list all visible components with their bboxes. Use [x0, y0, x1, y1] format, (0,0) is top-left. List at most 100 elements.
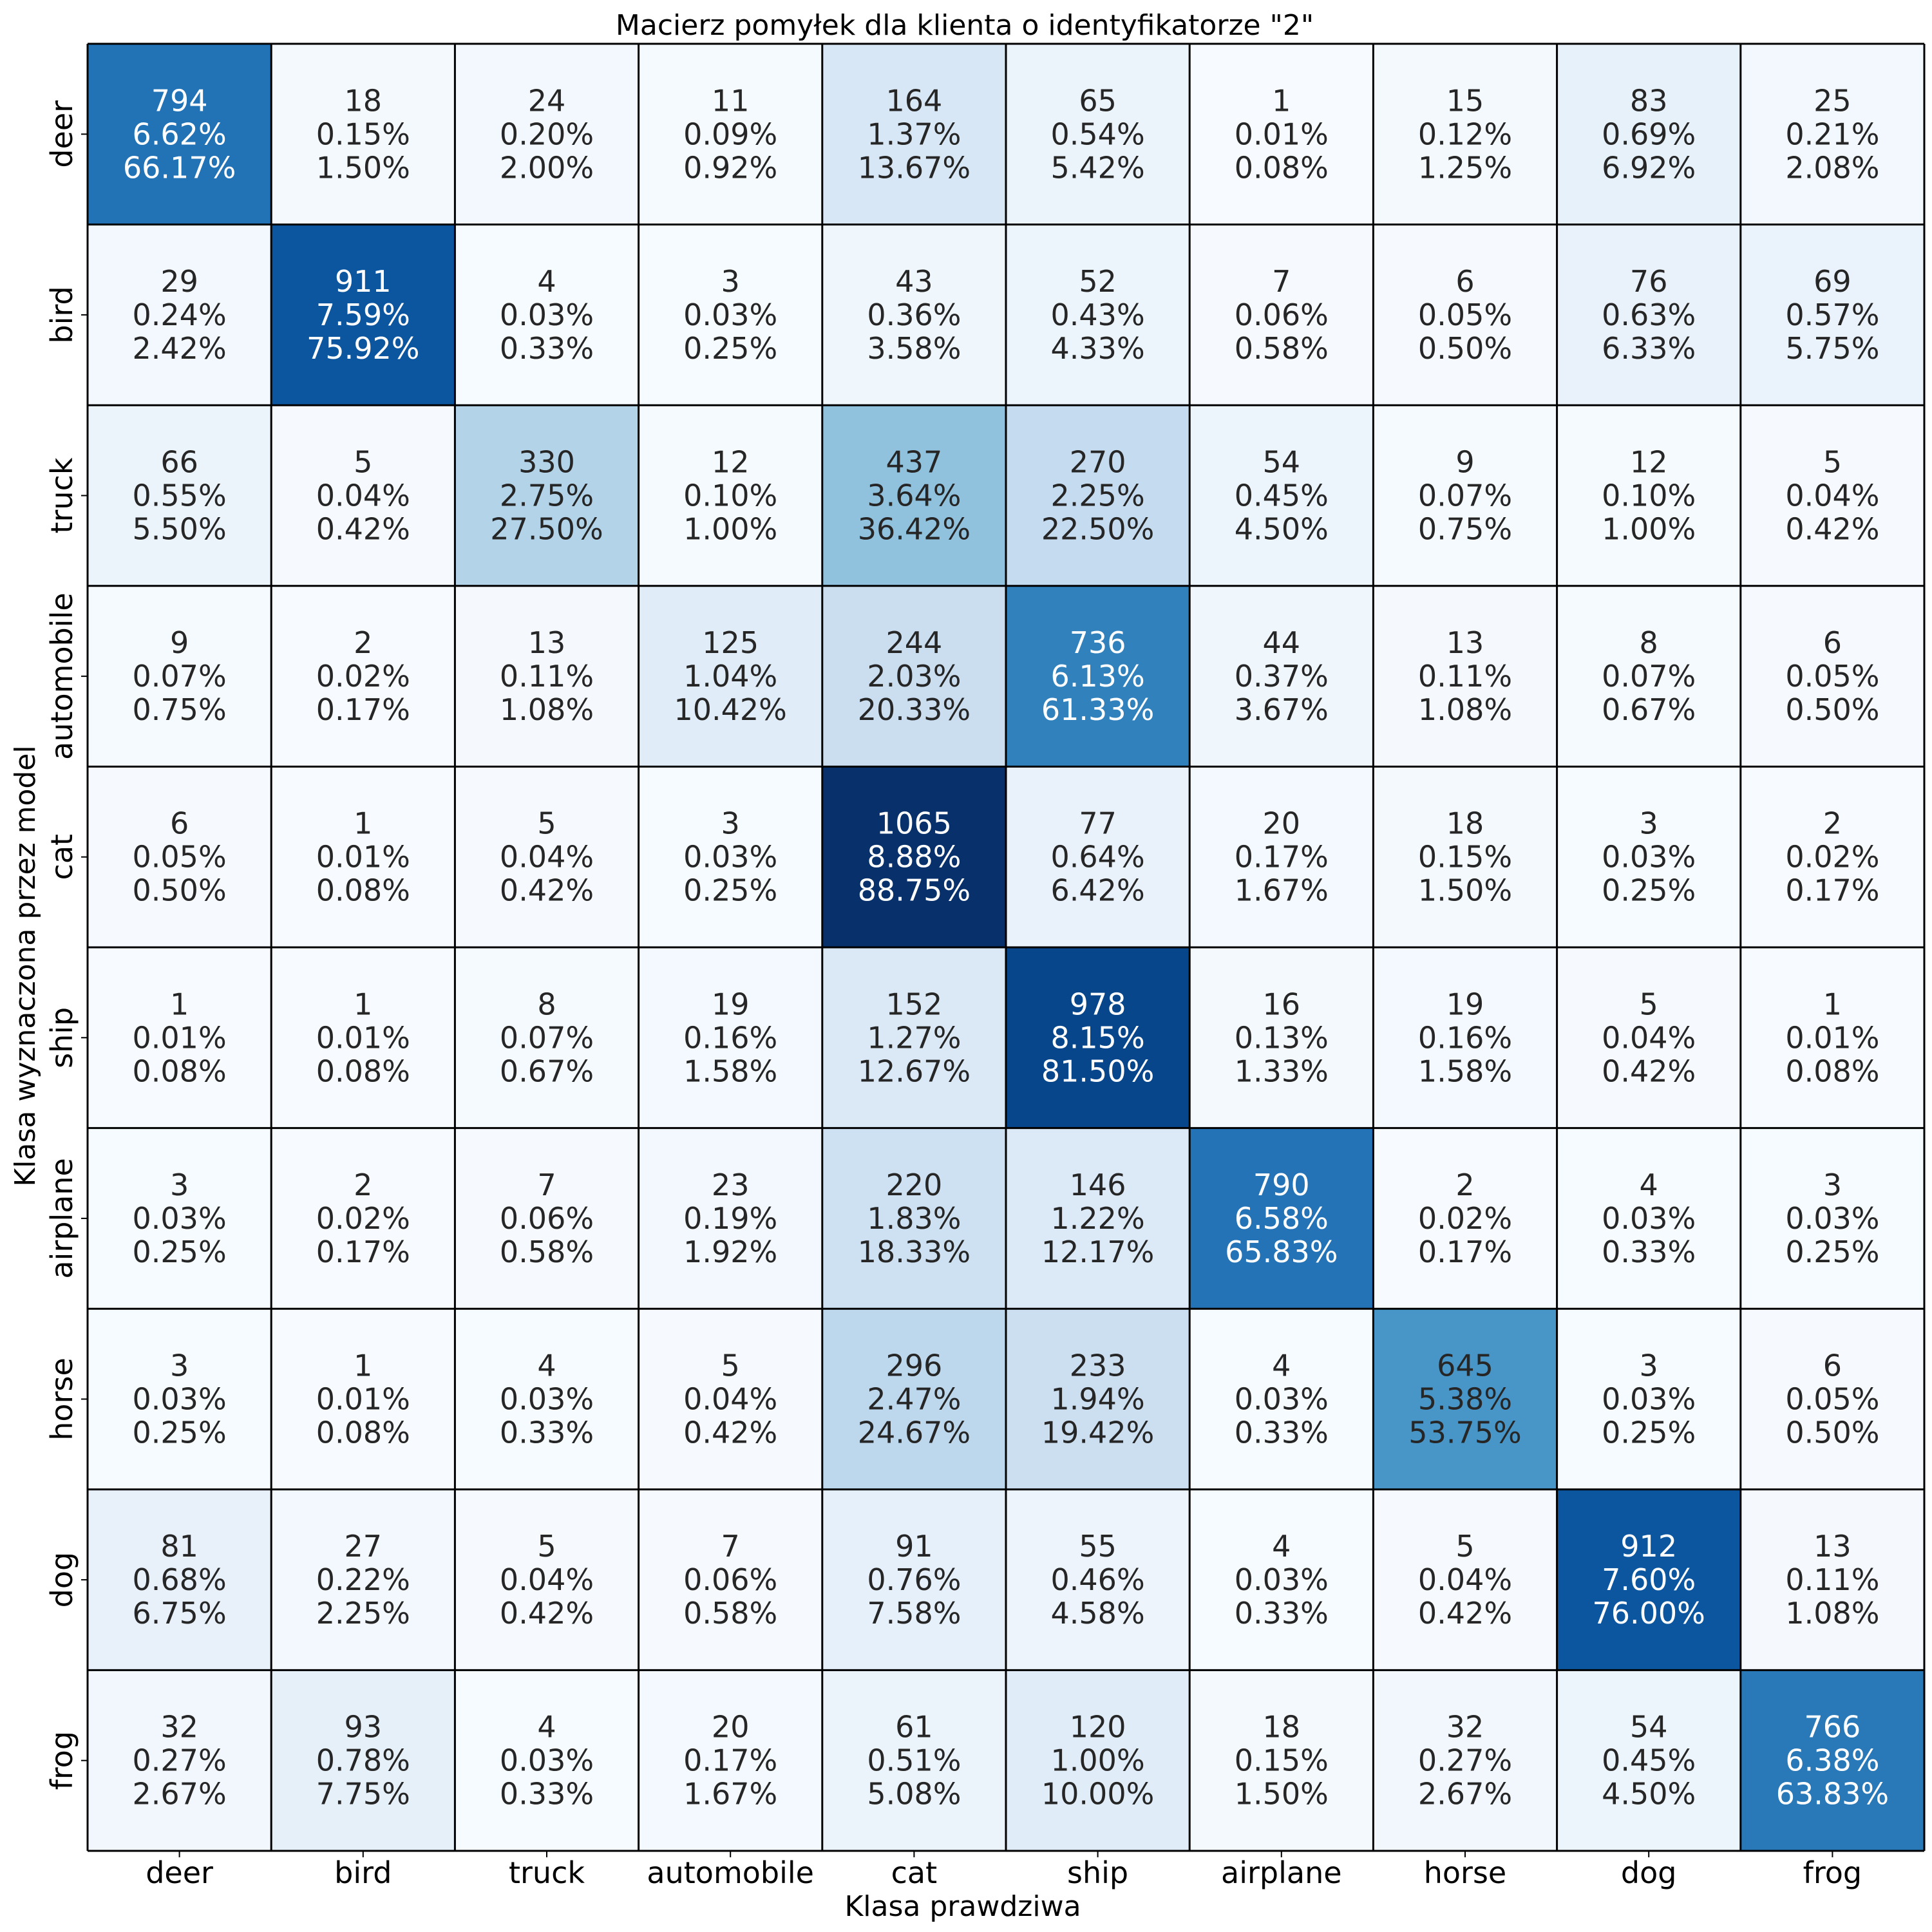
cell-label: 65 0.54% 5.42%: [1051, 83, 1145, 185]
cell-label-line: 1.67%: [1235, 873, 1329, 908]
x-axis-title: Klasa prawdziwa: [844, 1890, 1081, 1923]
x-tick-label: cat: [891, 1855, 938, 1890]
cell-label-line: 16: [1263, 987, 1301, 1021]
cell-label-line: 4: [1640, 1168, 1658, 1202]
cell-label-line: 1.00%: [1602, 512, 1696, 547]
y-tick-label: deer: [44, 100, 79, 168]
heatmap-cell: [822, 405, 1006, 586]
cell-label-line: 65.83%: [1225, 1235, 1338, 1269]
heatmap-cell: [822, 585, 1006, 767]
cell-label-line: 0.05%: [1785, 1382, 1879, 1417]
cell-label-line: 6: [1823, 1349, 1842, 1383]
cell-label-line: 2.75%: [500, 478, 594, 513]
y-tick-label: bird: [44, 286, 79, 343]
cell-label-line: 8.15%: [1051, 1020, 1145, 1055]
heatmap-cell: [88, 44, 272, 225]
y-tick-label: dog: [44, 1552, 79, 1608]
heatmap-cell: [1189, 1670, 1374, 1851]
cell-label-line: 6.38%: [1785, 1743, 1879, 1778]
cell-label-line: 0.54%: [1051, 117, 1145, 151]
cell-label-line: 0.75%: [1418, 512, 1512, 547]
cell-label-line: 1.00%: [1051, 1743, 1145, 1778]
heatmap-cell: [455, 1489, 639, 1671]
cell-label-line: 220: [886, 1168, 942, 1202]
cell-label-line: 6.58%: [1235, 1201, 1329, 1236]
cell-label-line: 13: [528, 625, 566, 660]
cell-label: 736 6.13% 61.33%: [1041, 625, 1154, 727]
cell-label-line: 5.38%: [1418, 1382, 1512, 1417]
cell-label: 1 0.01% 0.08%: [316, 987, 410, 1088]
cell-label-line: 0.50%: [1418, 331, 1512, 366]
heatmap-cell: [1189, 224, 1374, 406]
cell-label-line: 0.75%: [133, 692, 227, 727]
cell-label: 4 0.03% 0.33%: [1235, 1349, 1329, 1450]
cell-label-line: 81: [160, 1529, 198, 1564]
cell-label: 55 0.46% 4.58%: [1051, 1529, 1145, 1631]
cell-label-line: 794: [151, 83, 208, 118]
cell-label-line: 0.08%: [316, 873, 410, 908]
cell-label: 645 5.38% 53.75%: [1408, 1349, 1521, 1450]
cell-label-line: 8.88%: [867, 840, 961, 875]
cell-label-line: 6.13%: [1051, 659, 1145, 694]
cell-label-line: 2: [1455, 1168, 1474, 1202]
cell-label-line: 164: [886, 83, 942, 118]
cell-label-line: 0.03%: [500, 1743, 594, 1778]
cell-label-line: 0.20%: [500, 117, 594, 151]
cell-label-line: 0.11%: [500, 659, 594, 694]
x-tick-label: ship: [1067, 1855, 1128, 1890]
cell-label-line: 1.08%: [500, 692, 594, 727]
heatmap-cell: [88, 1489, 272, 1671]
cell-label-line: 2.25%: [316, 1596, 410, 1631]
cell-label-line: 0.45%: [1235, 478, 1329, 513]
cell-label: 18 0.15% 1.50%: [316, 83, 410, 185]
heatmap-cell: [638, 585, 822, 767]
cell-label: 7 0.06% 0.58%: [1235, 264, 1329, 366]
cell-label-line: 76: [1630, 264, 1668, 299]
cell-label-line: 1065: [876, 806, 952, 841]
cell-label-line: 0.42%: [500, 1596, 594, 1631]
cell-label-line: 43: [895, 264, 933, 299]
cell-label-line: 1.22%: [1051, 1201, 1145, 1236]
cell-label-line: 6: [170, 806, 189, 841]
cell-label-line: 0.92%: [683, 150, 777, 185]
cell-label-line: 1.50%: [316, 150, 410, 185]
cell-label-line: 7.60%: [1602, 1562, 1696, 1597]
cell-label-line: 1.50%: [1418, 873, 1512, 908]
heatmap-cell: [1557, 1309, 1741, 1490]
cell-label: 4 0.03% 0.33%: [1602, 1168, 1696, 1269]
cell-label: 12 0.10% 1.00%: [683, 445, 777, 547]
cell-label-line: 3.58%: [867, 331, 961, 366]
cell-label-line: 790: [1253, 1168, 1310, 1202]
cell-label-line: 0.37%: [1235, 659, 1329, 694]
heatmap-gridlines: [86, 43, 1926, 1852]
cell-label: 6 0.05% 0.50%: [1785, 625, 1879, 727]
cell-label-line: 6: [1455, 264, 1474, 299]
cell-label: 1 0.01% 0.08%: [316, 1349, 410, 1450]
cell-label-line: 0.25%: [1785, 1235, 1879, 1269]
cell-label: 1065 8.88% 88.75%: [858, 806, 971, 908]
cell-label: 15 0.12% 1.25%: [1418, 83, 1512, 185]
cell-label-line: 3: [721, 264, 740, 299]
cell-label: 77 0.64% 6.42%: [1051, 806, 1145, 908]
cell-label: 2 0.02% 0.17%: [316, 625, 410, 727]
cell-label-line: 120: [1070, 1710, 1126, 1745]
cell-label-line: 8: [1640, 625, 1658, 660]
cell-label-line: 24.67%: [858, 1416, 971, 1450]
cell-label: 125 1.04% 10.42%: [674, 625, 786, 727]
heatmap-cell: [271, 405, 455, 586]
cell-label-line: 19: [712, 987, 750, 1021]
cell-label-line: 0.15%: [1418, 840, 1512, 875]
cell-label-line: 912: [1620, 1529, 1677, 1564]
cell-label-line: 3: [1640, 806, 1658, 841]
cell-label-line: 0.08%: [1235, 150, 1329, 185]
cell-label: 270 2.25% 22.50%: [1041, 445, 1154, 547]
cell-label: 4 0.03% 0.33%: [1235, 1529, 1329, 1631]
cell-label-line: 1.58%: [683, 1054, 777, 1088]
cell-label-line: 911: [335, 264, 392, 299]
heatmap-cell: [1557, 1489, 1741, 1671]
cell-label: 93 0.78% 7.75%: [316, 1710, 410, 1812]
cell-label-line: 0.45%: [1602, 1743, 1696, 1778]
heatmap-cell: [88, 585, 272, 767]
cell-label-line: 0.03%: [500, 298, 594, 332]
cell-label-line: 0.16%: [1418, 1020, 1512, 1055]
